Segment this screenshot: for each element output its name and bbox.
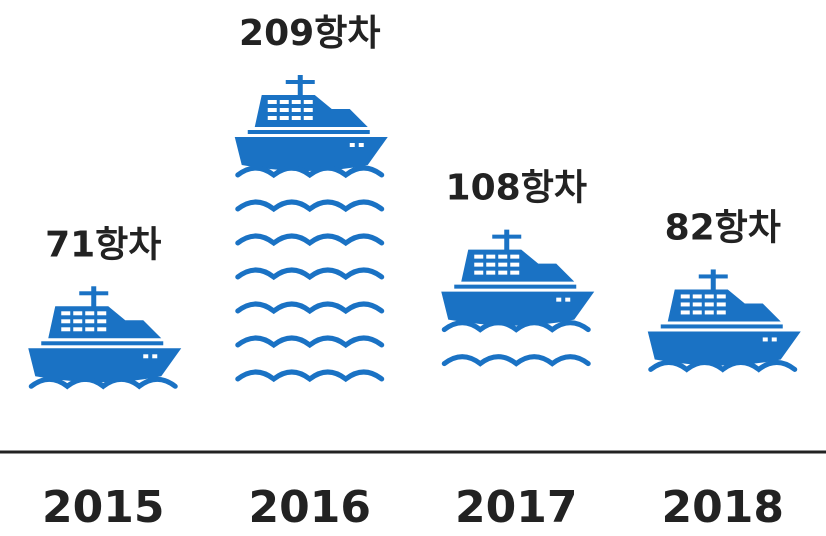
mast [91, 286, 97, 309]
window [279, 108, 289, 112]
x-tick-label: 2017 [455, 482, 577, 533]
wave [441, 354, 591, 367]
window [61, 319, 71, 324]
wave [235, 267, 385, 281]
deck [247, 130, 370, 134]
window [474, 270, 484, 275]
wave [235, 199, 385, 213]
porthole [358, 143, 364, 147]
window [704, 294, 714, 299]
window [510, 262, 520, 267]
window [267, 116, 277, 120]
mast-bar [698, 274, 728, 279]
window [680, 302, 690, 307]
wave [235, 335, 385, 349]
window [85, 327, 95, 332]
ship-icon [441, 229, 595, 367]
window [267, 100, 277, 104]
window [704, 302, 714, 307]
window [303, 100, 313, 104]
deck [660, 324, 783, 329]
wave [235, 301, 385, 315]
window [61, 327, 71, 332]
porthole [152, 354, 158, 359]
porthole [565, 297, 571, 302]
x-tick-label: 2016 [249, 482, 371, 533]
mast [710, 269, 716, 292]
wave [235, 233, 385, 247]
window [279, 100, 289, 104]
window [716, 310, 726, 315]
porthole [771, 337, 777, 342]
window [85, 319, 95, 324]
window [73, 319, 83, 324]
ship-icon [647, 269, 801, 373]
wave [441, 320, 591, 333]
window [474, 254, 484, 259]
deck [454, 284, 577, 289]
window [498, 254, 508, 259]
mast-bar [79, 291, 109, 296]
window [498, 270, 508, 275]
window [498, 262, 508, 267]
window [486, 254, 496, 259]
value-label: 209항차 [239, 13, 380, 54]
hull [441, 291, 595, 326]
window [716, 302, 726, 307]
window [97, 311, 107, 316]
window [291, 100, 301, 104]
window [73, 327, 83, 332]
porthole [143, 354, 149, 359]
window [97, 327, 107, 332]
mast [297, 75, 303, 97]
window [486, 262, 496, 267]
hull [234, 137, 388, 171]
window [704, 310, 714, 315]
window [303, 108, 313, 112]
window [97, 319, 107, 324]
deck [41, 341, 164, 346]
window [85, 311, 95, 316]
window [716, 294, 726, 299]
wave [28, 376, 178, 390]
value-label: 71항차 [45, 224, 161, 265]
ship-icon [234, 75, 388, 383]
mast [504, 229, 510, 252]
hull [28, 348, 182, 383]
window [267, 108, 277, 112]
window [303, 116, 313, 120]
value-label: 108항차 [446, 168, 587, 209]
window [692, 294, 702, 299]
window [73, 311, 83, 316]
x-tick-label: 2015 [42, 482, 164, 533]
window [692, 302, 702, 307]
porthole [556, 297, 562, 302]
window [474, 262, 484, 267]
hull [647, 331, 801, 366]
window [291, 108, 301, 112]
porthole [349, 143, 355, 147]
window [692, 310, 702, 315]
value-label: 82항차 [665, 207, 781, 248]
wave [235, 165, 385, 179]
window [680, 310, 690, 315]
x-tick-label: 2018 [662, 482, 784, 533]
window [510, 254, 520, 259]
porthole [762, 337, 768, 342]
window [680, 294, 690, 299]
mast-bar [492, 234, 522, 239]
wave [648, 359, 798, 373]
window [486, 270, 496, 275]
window [61, 311, 71, 316]
ship-icon [28, 286, 182, 390]
window [291, 116, 301, 120]
window [279, 116, 289, 120]
window [510, 270, 520, 275]
wave [235, 369, 385, 383]
mast-bar [285, 80, 315, 84]
